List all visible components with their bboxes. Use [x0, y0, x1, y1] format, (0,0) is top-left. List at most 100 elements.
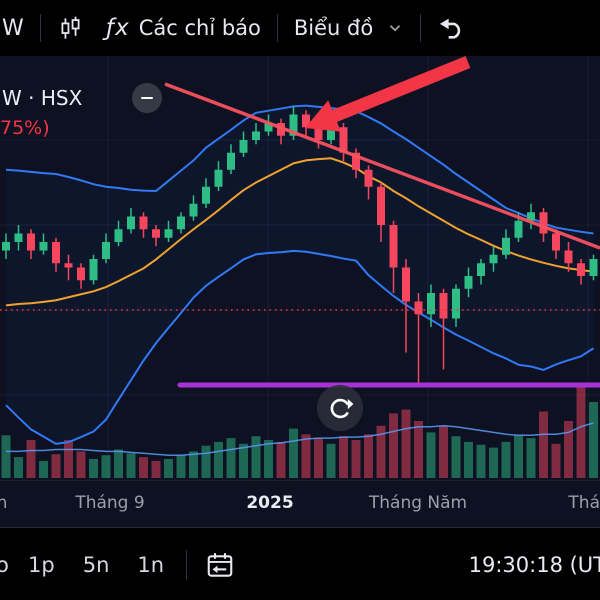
- candle-body: [202, 186, 210, 204]
- reload-button[interactable]: [317, 385, 363, 431]
- candle-body: [314, 127, 323, 140]
- candle-body: [139, 216, 148, 230]
- volume-bar: [539, 411, 548, 478]
- volume-bar: [114, 449, 123, 478]
- candle-body: [464, 276, 473, 289]
- volume-bar: [576, 383, 586, 478]
- fx-icon: ƒx: [106, 15, 130, 41]
- chart-type-label: Biểu đồ: [293, 16, 374, 40]
- volume-bar: [501, 441, 511, 478]
- candle-body: [439, 293, 448, 319]
- symbol-title[interactable]: W · HSX: [2, 86, 83, 110]
- candle-body: [89, 259, 98, 281]
- volume-bar: [89, 459, 98, 478]
- candle-body: [39, 242, 48, 251]
- candle-body: [564, 250, 573, 264]
- undo-icon: [440, 18, 461, 39]
- candle-body: [502, 237, 510, 255]
- volume-bar: [314, 438, 323, 478]
- chart-type-button[interactable]: Biểu đồ: [278, 0, 420, 56]
- volume-bar: [76, 451, 86, 478]
- candle-body: [539, 212, 548, 234]
- change-percent: 75%): [0, 117, 50, 139]
- candle-body: [302, 114, 310, 128]
- candle-body: [239, 140, 248, 153]
- time-axis[interactable]: n Tháng 9 2025 Tháng Năm Tháng: [0, 480, 600, 528]
- volume-bar: [451, 436, 461, 478]
- timeframe-button-5n[interactable]: 5n: [69, 542, 124, 588]
- timeframe-button-1n[interactable]: 1n: [123, 542, 178, 588]
- volume-bar: [564, 421, 573, 478]
- candle-body: [27, 233, 35, 251]
- toolbar-separator: [420, 14, 422, 42]
- volume-bar: [251, 436, 261, 478]
- volume-bar: [489, 447, 498, 478]
- candlestick-icon: [61, 16, 80, 39]
- bottombar-separator: [186, 549, 188, 580]
- candle-body: [577, 263, 585, 276]
- candle-body: [489, 254, 498, 264]
- volume-bar: [176, 455, 186, 478]
- volume-bar: [389, 413, 398, 478]
- volume-bar: [214, 441, 223, 478]
- candle-body: [164, 229, 173, 238]
- volume-bar: [14, 457, 23, 478]
- reload-icon: [330, 398, 353, 418]
- undo-button[interactable]: [421, 0, 481, 56]
- volume-bar: [464, 441, 473, 478]
- candle-body: [14, 233, 23, 242]
- candle-body: [2, 242, 10, 251]
- axis-label: Tháng 9: [75, 493, 145, 513]
- bollinger-upper-line: [5, 104, 594, 235]
- top-toolbar: W ƒx Các chỉ báo Biểu đồ: [0, 0, 600, 57]
- candle-body: [427, 293, 435, 315]
- go-to-date-button[interactable]: [195, 528, 245, 600]
- volume-bar: [151, 460, 161, 478]
- volume-bar: [226, 438, 236, 478]
- volume-bar: [364, 434, 373, 478]
- calendar-icon: [207, 552, 233, 577]
- axis-label: n: [0, 493, 8, 513]
- timeframe-button[interactable]: W: [2, 15, 24, 41]
- chart-area: W · HSX 75%): [0, 56, 600, 480]
- axis-label: 2025: [246, 493, 294, 513]
- volume-bar: [201, 445, 211, 478]
- volume-bar: [1, 435, 11, 478]
- candle-body: [264, 123, 273, 132]
- legend-collapse-button[interactable]: [132, 83, 162, 113]
- volume-bar: [51, 454, 61, 478]
- trendline-drawing[interactable]: [164, 82, 600, 250]
- price-chart[interactable]: [0, 56, 600, 480]
- volume-bar: [476, 444, 486, 478]
- volume-bar: [289, 428, 298, 478]
- volume-bar: [189, 451, 198, 478]
- volume-bar: [401, 409, 411, 478]
- timeframe-group: 1p 5n 1n: [14, 542, 178, 588]
- arrow-drawing[interactable]: [305, 56, 471, 132]
- candle-body: [364, 169, 373, 187]
- volume-bar: [64, 440, 73, 478]
- candle-body: [102, 242, 110, 259]
- candle-body: [189, 203, 198, 217]
- candlestick-style-button[interactable]: [41, 0, 100, 56]
- timeframe-button-1p[interactable]: 1p: [14, 542, 69, 588]
- volume-ma-line: [6, 422, 594, 456]
- candle-body: [114, 229, 123, 242]
- candle-body: [252, 131, 260, 140]
- volume-bar: [526, 438, 536, 478]
- candle-body: [339, 127, 348, 153]
- candle-body: [527, 212, 535, 221]
- chevron-down-icon: [390, 25, 401, 32]
- candle-body: [377, 186, 385, 225]
- indicators-button[interactable]: ƒx Các chỉ báo: [100, 0, 277, 56]
- candle-body: [552, 233, 560, 251]
- indicators-label: Các chỉ báo: [138, 16, 261, 40]
- candle-body: [64, 263, 73, 268]
- volume-bar: [551, 443, 561, 478]
- volume-bar: [126, 453, 136, 478]
- candle-body: [214, 169, 223, 187]
- candle-body: [389, 225, 398, 268]
- candle-body: [289, 114, 298, 136]
- partial-label[interactable]: o: [0, 552, 9, 577]
